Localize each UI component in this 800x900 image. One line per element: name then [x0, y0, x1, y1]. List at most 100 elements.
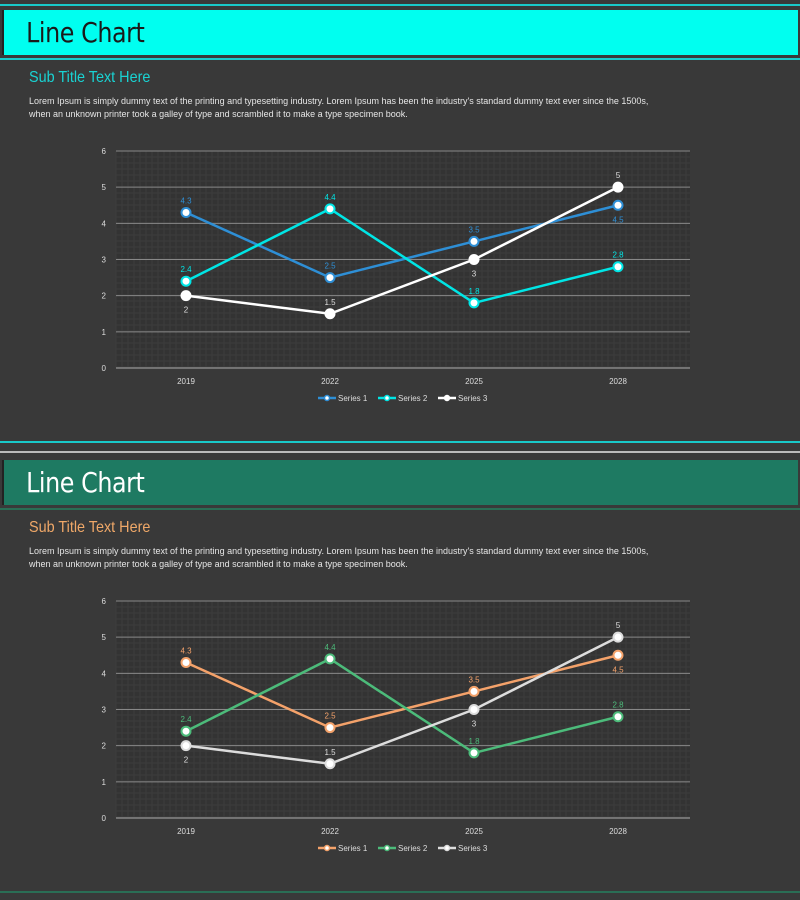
data-point	[180, 275, 192, 287]
y-tick-label: 5	[102, 633, 107, 642]
legend-label: Series 1	[338, 394, 368, 403]
data-label: 2.5	[324, 262, 336, 271]
chart-panel-1: Line Chart Sub Title Text Here Lorem Ips…	[0, 4, 800, 443]
bottom-divider	[0, 891, 800, 893]
data-point	[468, 235, 480, 247]
data-label: 2	[184, 756, 189, 765]
data-point	[324, 203, 336, 215]
data-label: 4.4	[324, 193, 336, 202]
x-tick-label: 2025	[465, 827, 483, 836]
y-tick-label: 2	[102, 292, 107, 301]
y-tick-label: 4	[102, 219, 107, 228]
x-tick-label: 2022	[321, 827, 339, 836]
data-label: 3	[472, 720, 477, 729]
legend-label: Series 2	[398, 394, 428, 403]
subtitle: Sub Title Text Here	[29, 69, 151, 86]
title-underline	[0, 508, 800, 510]
legend-marker	[383, 394, 391, 402]
page-title: Line Chart	[26, 466, 145, 499]
y-tick-label: 5	[102, 183, 107, 192]
data-label: 1.5	[324, 298, 336, 307]
data-label: 4.5	[612, 215, 624, 224]
data-label: 3	[472, 270, 477, 279]
data-label: 2.4	[180, 715, 192, 724]
data-label: 3.5	[468, 675, 480, 684]
data-point	[612, 199, 624, 211]
y-tick-label: 3	[102, 706, 107, 715]
data-point	[612, 181, 624, 193]
description-line: when an unknown printer took a galley of…	[29, 109, 408, 119]
data-point	[468, 297, 480, 309]
data-label: 2	[184, 306, 189, 315]
data-point	[180, 656, 192, 668]
line-chart: 0 1 2 3 4 5 6 2019 2022 2025 2028 4.3 2.5 3.5 4.5 Serie…	[102, 147, 690, 403]
y-tick-label: 2	[102, 742, 107, 751]
x-tick-label: 2022	[321, 377, 339, 386]
description-line: Lorem Ipsum is simply dummy text of the …	[29, 96, 649, 106]
title-underline	[0, 58, 800, 60]
series-line	[185, 207, 619, 305]
legend-label: Series 1	[338, 844, 368, 853]
y-tick-label: 6	[102, 147, 107, 156]
x-tick-label: 2028	[609, 827, 627, 836]
series-line	[185, 657, 619, 755]
data-point	[180, 725, 192, 737]
data-label: 2.5	[324, 712, 336, 721]
legend-label: Series 2	[398, 844, 428, 853]
legend-label: Series 3	[458, 844, 488, 853]
data-point	[468, 704, 480, 715]
y-tick-label: 0	[102, 364, 107, 373]
series-line	[185, 186, 619, 316]
description: Lorem Ipsum is simply dummy text of the …	[29, 95, 789, 121]
data-label: 4.5	[612, 665, 624, 674]
legend-marker	[383, 844, 391, 852]
data-point	[324, 758, 336, 770]
y-tick-label: 6	[102, 597, 107, 606]
data-label: 1.8	[468, 737, 480, 746]
data-point	[180, 206, 192, 218]
x-tick-label: 2028	[609, 377, 627, 386]
x-tick-label: 2019	[177, 377, 195, 386]
data-point	[612, 649, 624, 661]
data-point	[324, 722, 336, 734]
data-label: 2.8	[612, 701, 624, 710]
data-point	[324, 308, 336, 320]
y-tick-label: 3	[102, 256, 107, 265]
legend-marker	[323, 394, 331, 402]
data-label: 4.4	[324, 643, 336, 652]
data-label: 3.5	[468, 225, 480, 234]
data-point	[180, 740, 192, 752]
data-label: 5	[616, 621, 621, 630]
data-label: 2.8	[612, 251, 624, 260]
data-point	[612, 261, 624, 273]
y-tick-label: 4	[102, 669, 107, 678]
title-band: Line Chart	[2, 10, 798, 55]
data-label: 4.3	[180, 196, 192, 205]
data-point	[612, 631, 624, 643]
legend-label: Series 3	[458, 394, 488, 403]
legend-marker	[443, 844, 451, 852]
data-point	[324, 272, 336, 284]
top-divider	[0, 4, 800, 6]
x-tick-label: 2025	[465, 377, 483, 386]
y-tick-label: 0	[102, 814, 107, 823]
data-point	[468, 685, 480, 697]
series-line	[185, 636, 619, 766]
title-band: Line Chart	[2, 460, 798, 505]
legend-marker	[443, 394, 451, 402]
data-label: 1.8	[468, 287, 480, 296]
top-divider	[0, 451, 800, 453]
legend-marker	[323, 844, 331, 852]
data-label: 2.4	[180, 265, 192, 274]
data-label: 1.5	[324, 748, 336, 757]
data-point	[180, 290, 192, 302]
y-tick-label: 1	[102, 778, 107, 787]
data-label: 4.3	[180, 646, 192, 655]
line-chart: 0 1 2 3 4 5 6 2019 2022 2025 2028 4.3 2.5 3.5 4.5 Serie…	[102, 597, 690, 853]
bottom-divider	[0, 441, 800, 443]
y-tick-label: 1	[102, 328, 107, 337]
chart-panel-2: Line Chart Sub Title Text Here Lorem Ips…	[0, 450, 800, 900]
description-line: Lorem Ipsum is simply dummy text of the …	[29, 546, 649, 556]
data-point	[324, 653, 336, 665]
subtitle: Sub Title Text Here	[29, 519, 151, 536]
